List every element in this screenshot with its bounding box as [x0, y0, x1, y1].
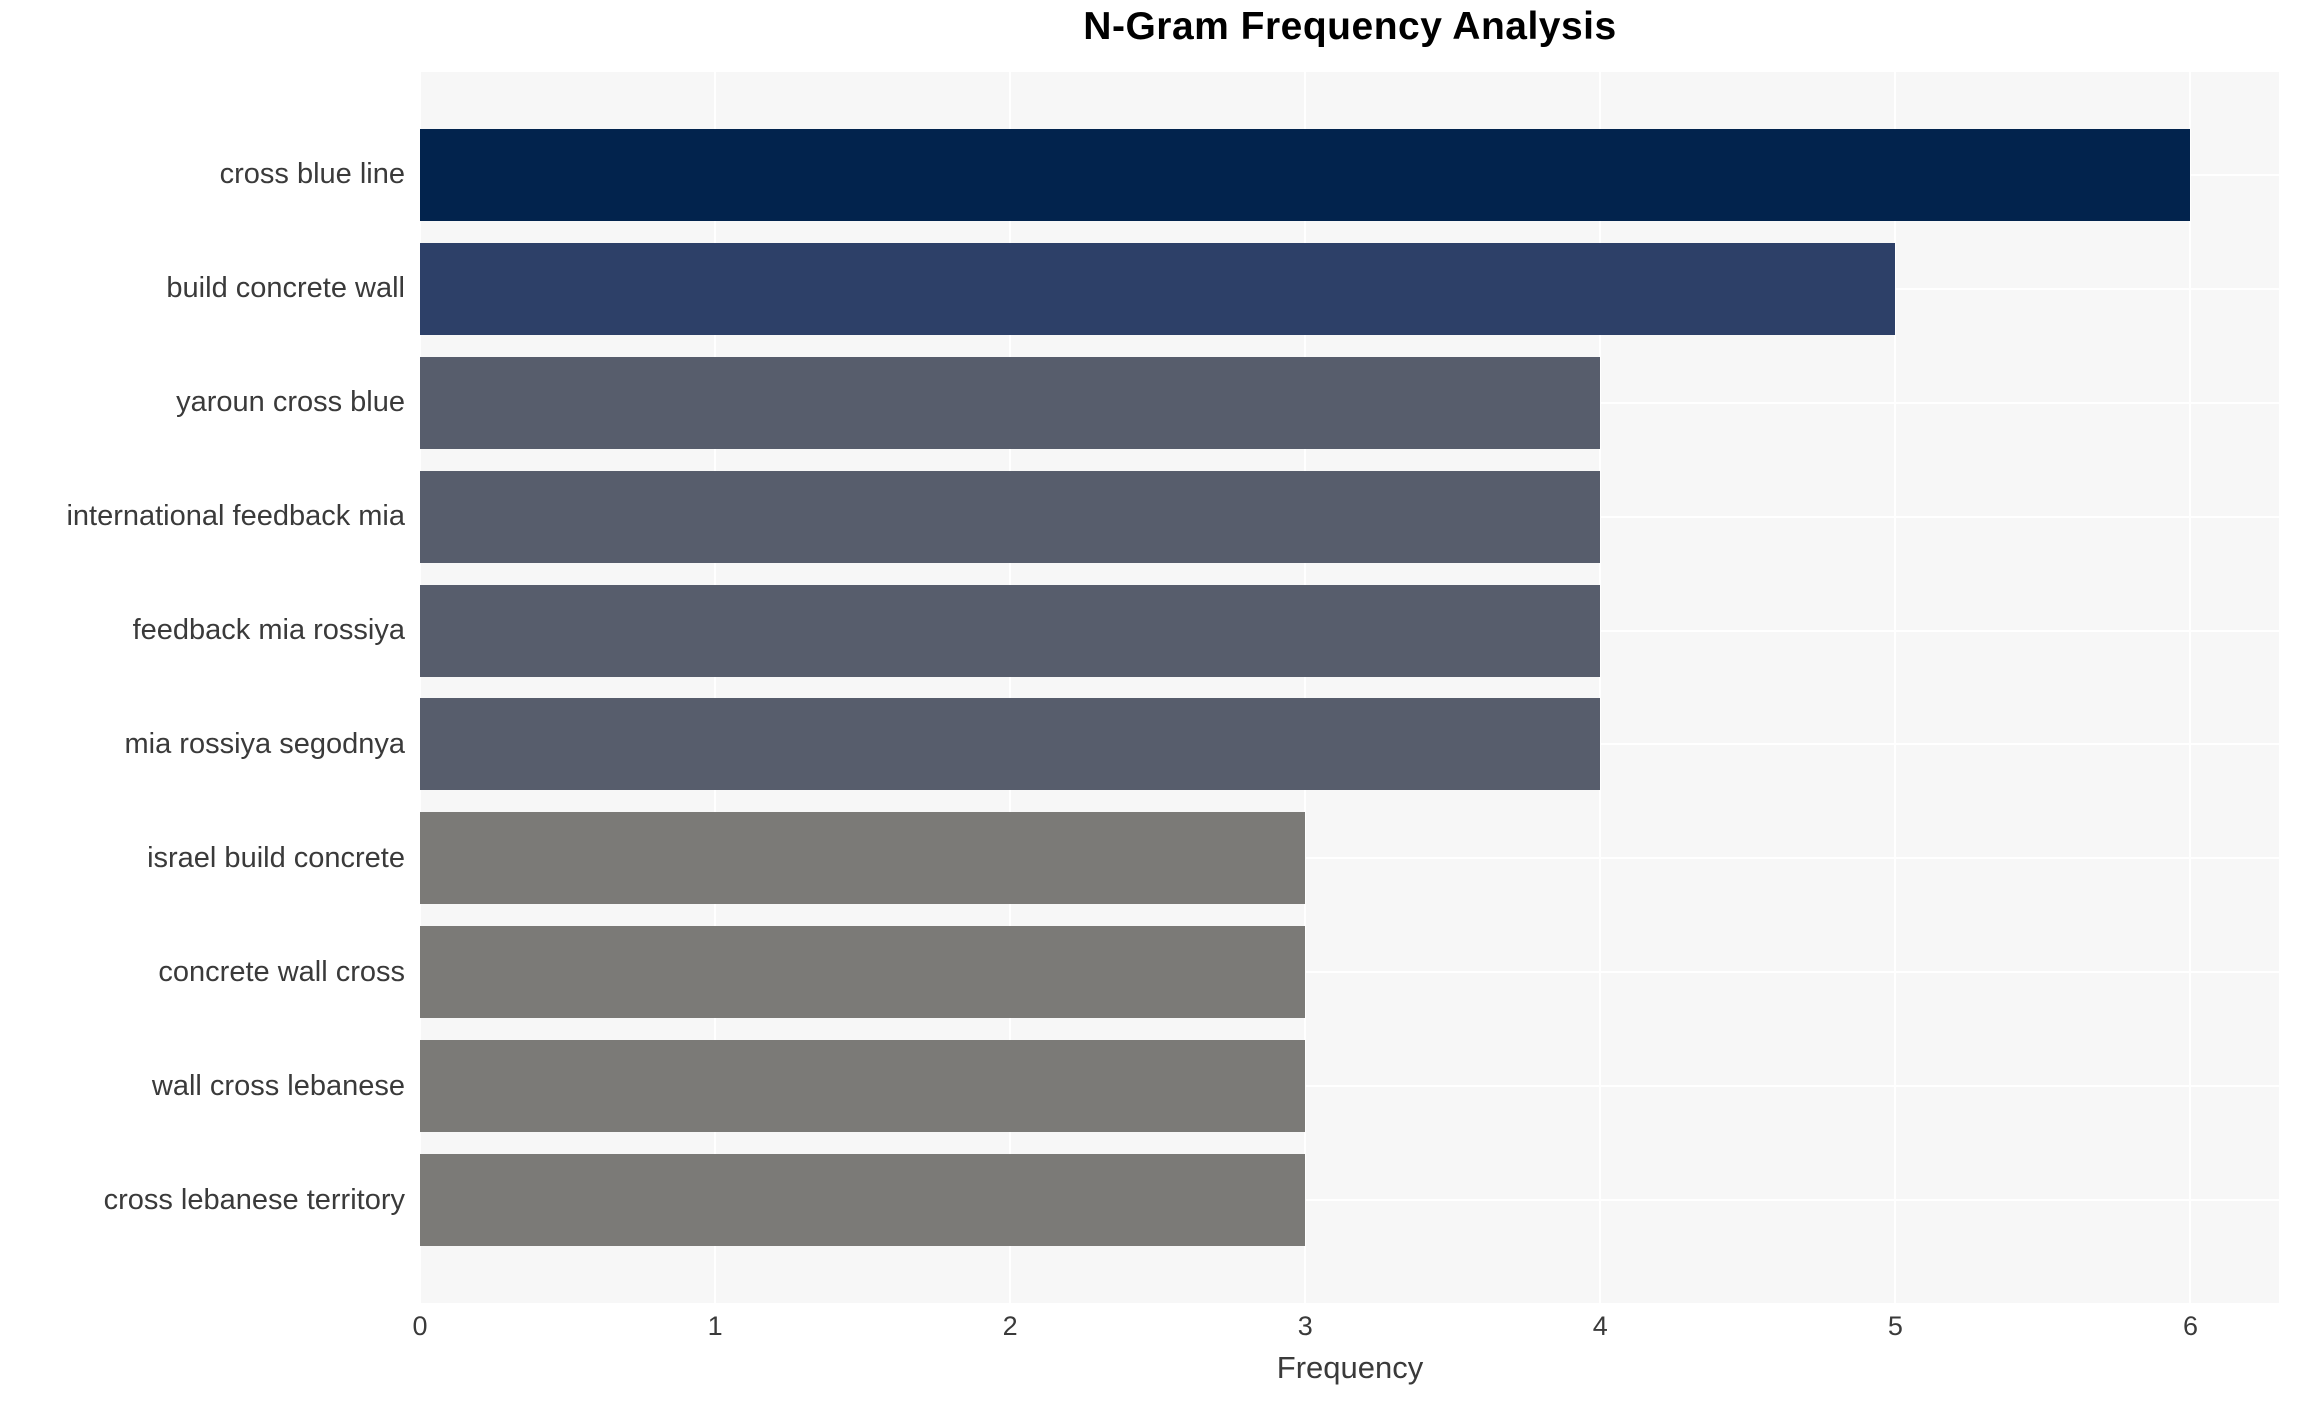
bar-row — [420, 915, 2279, 1029]
frequency-bar — [420, 926, 1306, 1019]
category-label: yaroun cross blue — [176, 386, 405, 419]
frequency-bar — [420, 1154, 1306, 1247]
vertical-gridline — [714, 72, 717, 1303]
bar-row — [420, 801, 2279, 915]
frequency-bar — [420, 584, 1601, 677]
bar-row — [420, 118, 2279, 232]
bar-row — [420, 232, 2279, 346]
bars-area — [420, 118, 2279, 1257]
horizontal-gridline — [420, 971, 2279, 974]
category-label: concrete wall cross — [158, 955, 405, 988]
category-axis-labels: cross blue line build concrete wall yaroun… — [0, 118, 405, 1257]
x-tick-label: 5 — [1887, 1311, 1903, 1341]
x-tick-label: 2 — [1002, 1311, 1018, 1341]
vertical-gridline — [1599, 72, 1602, 1303]
x-tick-label: 4 — [1592, 1311, 1608, 1341]
category-label: build concrete wall — [166, 272, 405, 305]
x-tick-label: 0 — [412, 1311, 428, 1341]
frequency-bar — [420, 356, 1601, 449]
bar-row — [420, 688, 2279, 802]
horizontal-gridline — [420, 1199, 2279, 1202]
frequency-bar — [420, 1040, 1306, 1133]
category-label: cross blue line — [219, 158, 405, 191]
category-label: international feedback mia — [66, 500, 405, 533]
bar-row — [420, 1143, 2279, 1257]
x-tick-label: 3 — [1297, 1311, 1313, 1341]
category-label: israel build concrete — [147, 841, 405, 874]
vertical-gridline — [1009, 72, 1012, 1303]
vertical-gridline — [419, 72, 421, 1303]
bar-row — [420, 1029, 2279, 1143]
bar-row — [420, 574, 2279, 688]
category-label: cross lebanese territory — [103, 1183, 405, 1216]
x-tick-label: 1 — [707, 1311, 723, 1341]
x-axis-title: Frequency — [1276, 1350, 1424, 1385]
x-tick-label: 6 — [2182, 1311, 2198, 1341]
category-label: mia rossiya segodnya — [124, 727, 405, 760]
vertical-gridline — [1304, 72, 1307, 1303]
bar-row — [420, 460, 2279, 574]
horizontal-gridline — [420, 857, 2279, 860]
frequency-bar — [420, 242, 1896, 335]
vertical-gridline — [2189, 72, 2192, 1303]
frequency-bar — [420, 812, 1306, 905]
plot-area — [419, 72, 2279, 1303]
category-label: feedback mia rossiya — [132, 614, 405, 647]
frequency-bar — [420, 698, 1601, 791]
vertical-gridline — [1894, 72, 1897, 1303]
horizontal-gridline — [420, 1085, 2279, 1088]
chart-title: N-Gram Frequency Analysis — [1083, 5, 1617, 48]
bar-row — [420, 346, 2279, 460]
frequency-bar — [420, 470, 1601, 563]
category-label: wall cross lebanese — [151, 1069, 405, 1102]
frequency-bar — [420, 128, 2191, 221]
